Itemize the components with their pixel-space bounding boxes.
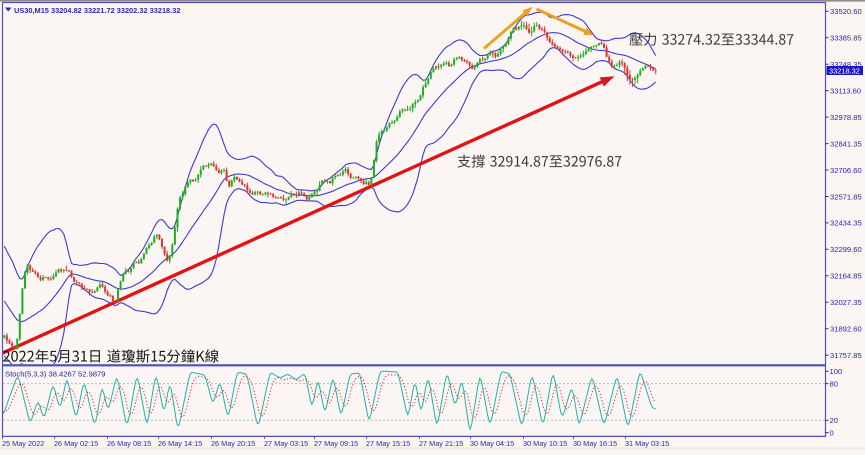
svg-text:100: 100	[830, 367, 843, 376]
svg-text:32841.35: 32841.35	[830, 139, 862, 148]
svg-text:32978.85: 32978.85	[830, 113, 862, 122]
svg-text:30 May 04:15: 30 May 04:15	[470, 439, 514, 448]
svg-text:27 May 21:15: 27 May 21:15	[419, 439, 463, 448]
svg-text:30 May 16:15: 30 May 16:15	[573, 439, 617, 448]
svg-text:33385.85: 33385.85	[830, 34, 862, 43]
svg-text:33113.60: 33113.60	[830, 86, 861, 95]
svg-text:20: 20	[830, 416, 838, 425]
svg-text:27 May 15:15: 27 May 15:15	[366, 439, 410, 448]
svg-text:33218.32: 33218.32	[829, 67, 860, 76]
svg-text:25 May 2022: 25 May 2022	[2, 439, 44, 448]
svg-text:32299.60: 32299.60	[830, 245, 862, 254]
svg-text:32164.85: 32164.85	[830, 272, 862, 281]
svg-text:31757.85: 31757.85	[830, 351, 862, 360]
svg-text:26 May 02:15: 26 May 02:15	[54, 439, 98, 448]
svg-text:Stoch(5,3,3) 38.4267 52.9879: Stoch(5,3,3) 38.4267 52.9879	[5, 370, 105, 379]
svg-text:US30,M15 33204.82 33221.72 33: US30,M15 33204.82 33221.72 33202.32 3321…	[14, 6, 180, 15]
svg-text:26 May 08:15: 26 May 08:15	[107, 439, 151, 448]
svg-text:27 May 03:15: 27 May 03:15	[264, 439, 308, 448]
svg-text:26 May 20:15: 26 May 20:15	[211, 439, 255, 448]
svg-text:27 May 09:15: 27 May 09:15	[314, 439, 358, 448]
svg-text:32571.85: 32571.85	[830, 192, 862, 201]
svg-text:33248.35: 33248.35	[830, 60, 862, 69]
svg-text:32027.35: 32027.35	[830, 298, 862, 307]
svg-text:30 May 10:15: 30 May 10:15	[523, 439, 567, 448]
svg-text:0: 0	[830, 428, 834, 437]
svg-text:33520.60: 33520.60	[830, 7, 862, 16]
svg-text:32434.35: 32434.35	[830, 219, 862, 228]
svg-text:31 May 03:15: 31 May 03:15	[625, 439, 669, 448]
svg-text:80: 80	[830, 379, 838, 388]
svg-text:32706.60: 32706.60	[830, 166, 862, 175]
svg-text:26 May 14:15: 26 May 14:15	[158, 439, 202, 448]
svg-text:31892.60: 31892.60	[830, 325, 862, 334]
